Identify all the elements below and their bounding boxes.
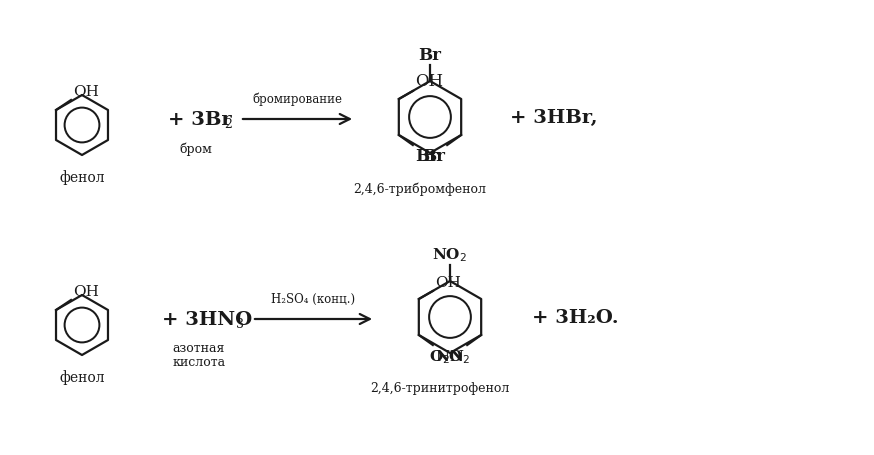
Text: 3: 3: [236, 318, 244, 331]
Text: + 3H₂O.: + 3H₂O.: [532, 308, 619, 326]
Text: Br: Br: [419, 47, 441, 64]
Text: бромирование: бромирование: [253, 92, 343, 106]
Text: 2: 2: [224, 118, 232, 131]
Text: 2,4,6-трибромфенол: 2,4,6-трибромфенол: [353, 182, 487, 195]
Text: NO$_2$: NO$_2$: [433, 246, 468, 263]
Text: O$_2$N: O$_2$N: [429, 347, 465, 365]
Text: фенол: фенол: [59, 369, 105, 384]
Text: OH: OH: [415, 73, 443, 90]
Text: OH: OH: [435, 275, 461, 289]
Text: + 3HBr,: + 3HBr,: [510, 109, 598, 127]
Text: 2,4,6-тринитрофенол: 2,4,6-тринитрофенол: [371, 381, 510, 394]
Text: OH: OH: [73, 85, 99, 99]
Text: H₂SO₄ (конц.): H₂SO₄ (конц.): [272, 293, 356, 305]
Text: кислота: кислота: [172, 355, 225, 368]
Text: + 3HNO: + 3HNO: [162, 310, 253, 328]
Text: азотная: азотная: [173, 341, 225, 354]
Text: Br: Br: [415, 148, 438, 165]
Text: OH: OH: [73, 284, 99, 298]
Text: бром: бром: [179, 142, 212, 155]
Text: Br: Br: [422, 148, 445, 165]
Text: NO$_2$: NO$_2$: [435, 347, 470, 365]
Text: фенол: фенол: [59, 170, 105, 184]
Text: + 3Br: + 3Br: [168, 111, 232, 129]
